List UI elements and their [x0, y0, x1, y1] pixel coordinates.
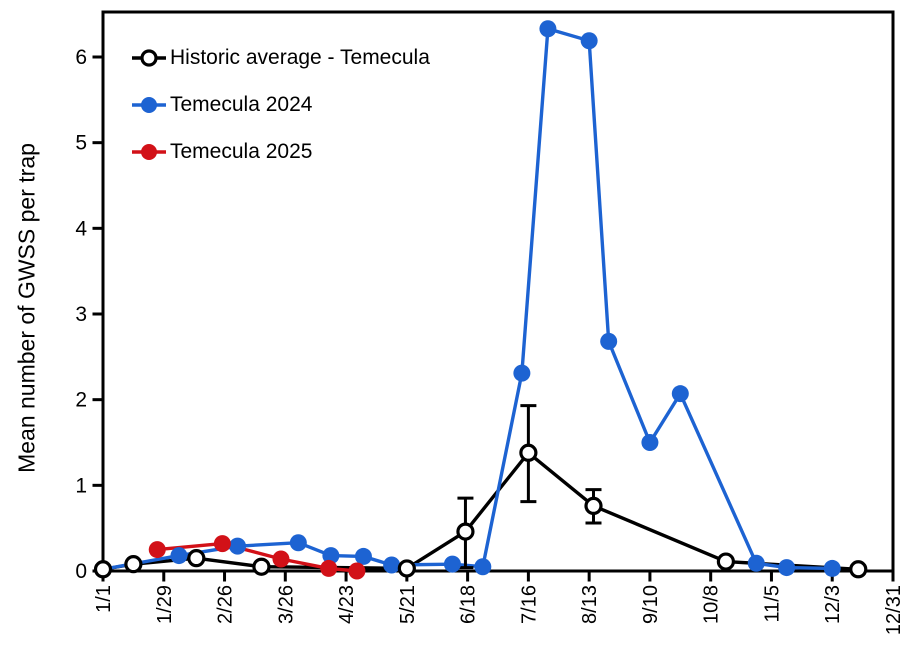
- x-tick-label: 3/26: [275, 585, 297, 624]
- x-tick-label: 12/31: [883, 585, 905, 635]
- data-point: [849, 560, 868, 579]
- x-tick-label: 4/23: [336, 585, 358, 624]
- data-point: [823, 559, 841, 577]
- data-point: [322, 547, 340, 565]
- data-point: [519, 443, 538, 462]
- filled-circle-marker-icon: [132, 144, 166, 160]
- x-tick-label: 5/21: [397, 585, 419, 624]
- x-tick-label: 10/8: [701, 585, 723, 624]
- open-circle-marker-icon: [132, 49, 166, 67]
- data-point: [600, 332, 618, 350]
- y-tick-label: 0: [75, 560, 87, 583]
- data-point: [124, 555, 143, 574]
- x-tick-label: 2/26: [215, 585, 237, 624]
- data-point: [747, 554, 765, 572]
- data-point: [383, 556, 401, 574]
- data-point: [272, 550, 290, 568]
- data-point: [187, 549, 206, 568]
- data-point: [289, 534, 307, 552]
- data-point: [513, 364, 531, 382]
- x-tick-label: 6/18: [458, 585, 480, 624]
- x-tick-label: 1/29: [154, 585, 176, 624]
- data-point: [229, 537, 247, 555]
- data-point: [252, 557, 271, 576]
- x-tick-label: 11/5: [761, 585, 783, 622]
- x-tick-label: 8/13: [579, 585, 601, 624]
- data-point: [443, 555, 461, 573]
- data-point: [320, 559, 338, 577]
- legend-label: Historic average - Temecula: [170, 46, 430, 69]
- data-point: [170, 547, 188, 565]
- x-tick-label: 7/16: [518, 585, 540, 624]
- y-tick-label: 5: [75, 132, 87, 155]
- legend: Historic average - Temecula Temecula 202…: [130, 46, 430, 187]
- axis-box: [101, 10, 895, 573]
- y-tick-label: 6: [75, 46, 87, 69]
- x-tick-label: 12/3: [822, 585, 844, 624]
- legend-label: Temecula 2024: [170, 93, 313, 116]
- y-tick-label: 1: [75, 474, 87, 497]
- y-tick-label: 3: [75, 303, 87, 326]
- series-line: [101, 451, 860, 571]
- data-point: [348, 562, 366, 580]
- y-tick-label: 4: [75, 217, 87, 240]
- x-tick-label: 1/1: [93, 585, 115, 613]
- filled-circle-marker-icon: [132, 97, 166, 113]
- data-point: [778, 559, 796, 577]
- data-point: [456, 522, 475, 541]
- data-point: [580, 32, 598, 50]
- data-point: [539, 20, 557, 38]
- legend-label: Temecula 2025: [170, 140, 313, 163]
- y-tick-label: 2: [75, 389, 87, 412]
- data-point: [641, 434, 659, 451]
- data-point: [584, 496, 603, 515]
- data-point: [474, 558, 492, 576]
- data-point: [397, 559, 416, 578]
- data-point: [93, 560, 113, 579]
- series-line: [101, 27, 834, 571]
- data-point: [148, 541, 166, 559]
- x-tick-label: 9/10: [640, 585, 662, 624]
- legend-item-historic-average: Historic average - Temecula: [130, 46, 430, 70]
- data-point: [354, 547, 372, 565]
- legend-item-temecula-2025: Temecula 2025: [130, 140, 430, 164]
- data-point: [716, 552, 735, 571]
- data-point: [671, 385, 689, 403]
- legend-item-temecula-2024: Temecula 2024: [130, 93, 430, 117]
- data-point: [213, 535, 231, 553]
